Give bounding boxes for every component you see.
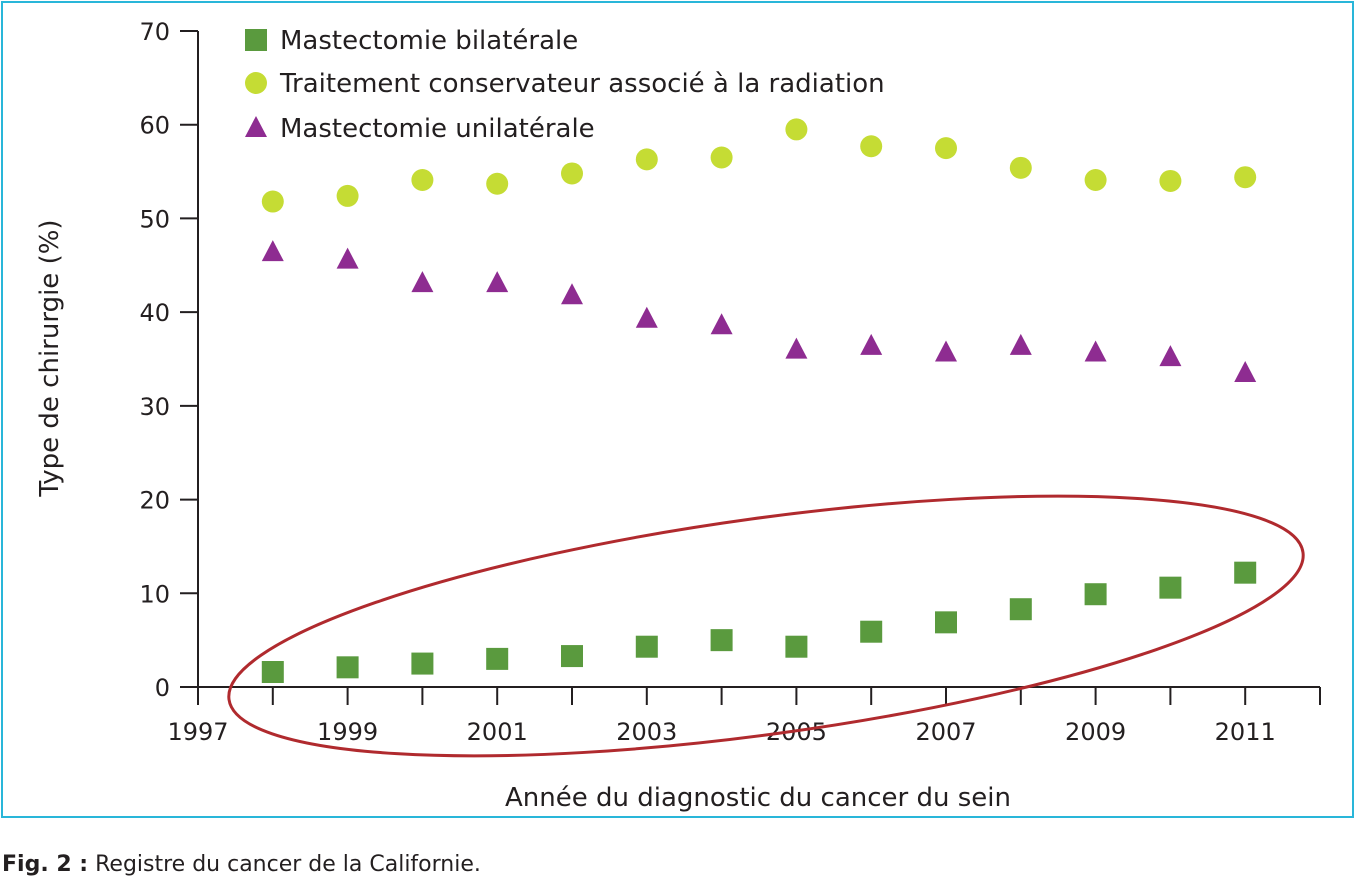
- series-layer: [261, 118, 1257, 684]
- data-point-square: [411, 652, 434, 675]
- data-point-triangle: [710, 313, 733, 335]
- x-tick-label: 2007: [915, 718, 976, 746]
- data-point-circle: [935, 137, 957, 160]
- figure-caption: Fig. 2 : Registre du cancer de la Califo…: [2, 852, 481, 877]
- data-point-circle: [1234, 166, 1257, 189]
- x-tick-label: 2011: [1215, 718, 1276, 746]
- data-point-triangle: [411, 271, 434, 293]
- y-tick-label: 60: [139, 112, 170, 140]
- x-tick-label: 2009: [1065, 718, 1126, 746]
- legend-label: Mastectomie bilatérale: [280, 26, 578, 56]
- data-point-triangle: [1159, 345, 1182, 367]
- data-point-square: [935, 611, 957, 634]
- data-point-square: [785, 635, 808, 658]
- x-tick-label: 1999: [317, 718, 378, 746]
- data-point-circle: [1009, 156, 1032, 179]
- data-point-triangle: [935, 340, 957, 362]
- chart-frame: [1, 1, 1354, 818]
- y-tick-label: 20: [139, 487, 170, 515]
- data-point-triangle: [1084, 340, 1107, 362]
- data-point-square: [486, 647, 509, 670]
- y-tick-label: 40: [139, 299, 170, 327]
- data-point-circle: [1084, 169, 1107, 192]
- series-triangle: [261, 240, 1257, 383]
- data-point-triangle: [860, 333, 883, 355]
- y-tick-label: 0: [155, 674, 170, 702]
- legend-marker-square: [245, 29, 267, 51]
- data-point-circle: [860, 135, 883, 158]
- data-point-circle: [336, 184, 359, 207]
- data-point-square: [635, 635, 658, 658]
- x-axis-ticks: 1997 1999 2001 2003 2005 2007 2009 2011: [167, 687, 1321, 746]
- y-tick-label: 70: [139, 18, 170, 46]
- data-point-circle: [486, 172, 509, 195]
- data-point-circle: [261, 190, 284, 213]
- data-point-circle: [561, 162, 583, 185]
- x-tick-label: 1997: [167, 718, 228, 746]
- series-square: [261, 561, 1257, 684]
- data-point-square: [860, 620, 883, 643]
- data-point-square: [1159, 576, 1182, 599]
- data-point-triangle: [1009, 333, 1032, 355]
- legend: Mastectomie bilatérale Traitement conserv…: [245, 26, 885, 144]
- annotation-layer: [227, 494, 1305, 758]
- data-point-square: [336, 656, 359, 679]
- data-point-square: [261, 661, 284, 684]
- data-point-triangle: [1234, 361, 1257, 383]
- data-point-circle: [635, 148, 658, 171]
- data-point-square: [561, 645, 583, 668]
- data-point-triangle: [785, 337, 808, 359]
- y-tick-label: 50: [139, 205, 170, 233]
- y-tick-label: 30: [139, 393, 170, 421]
- data-point-circle: [710, 146, 733, 169]
- data-point-triangle: [486, 271, 509, 293]
- data-point-triangle: [261, 240, 284, 262]
- data-point-triangle: [561, 283, 583, 305]
- legend-label: Traitement conservateur associé à la rad…: [279, 69, 885, 99]
- data-point-square: [1084, 583, 1107, 606]
- figure-caption-text: Registre du cancer de la Californie.: [95, 852, 481, 877]
- x-axis-title: Année du diagnostic du cancer du sein: [505, 783, 1011, 813]
- data-point-square: [1234, 561, 1257, 584]
- highlight-ellipse: [227, 494, 1305, 758]
- data-point-circle: [1159, 169, 1182, 192]
- axes: [197, 31, 1320, 688]
- data-point-triangle: [635, 306, 658, 328]
- series-circle: [261, 118, 1257, 213]
- x-tick-label: 2001: [467, 718, 528, 746]
- data-point-square: [710, 629, 733, 652]
- y-axis-ticks: 0 10 20 30 40 50 60 70: [139, 18, 198, 702]
- data-point-triangle: [336, 247, 359, 269]
- legend-marker-circle: [245, 72, 267, 94]
- data-point-square: [1009, 598, 1032, 621]
- figure-caption-prefix: Fig. 2 :: [2, 852, 89, 877]
- data-point-circle: [785, 118, 808, 141]
- x-tick-label: 2003: [616, 718, 677, 746]
- legend-label: Mastectomie unilatérale: [280, 114, 595, 144]
- legend-marker-triangle: [245, 116, 267, 137]
- y-tick-label: 10: [139, 580, 170, 608]
- data-point-circle: [411, 169, 434, 192]
- y-axis-title: Type de chirurgie (%): [35, 219, 65, 497]
